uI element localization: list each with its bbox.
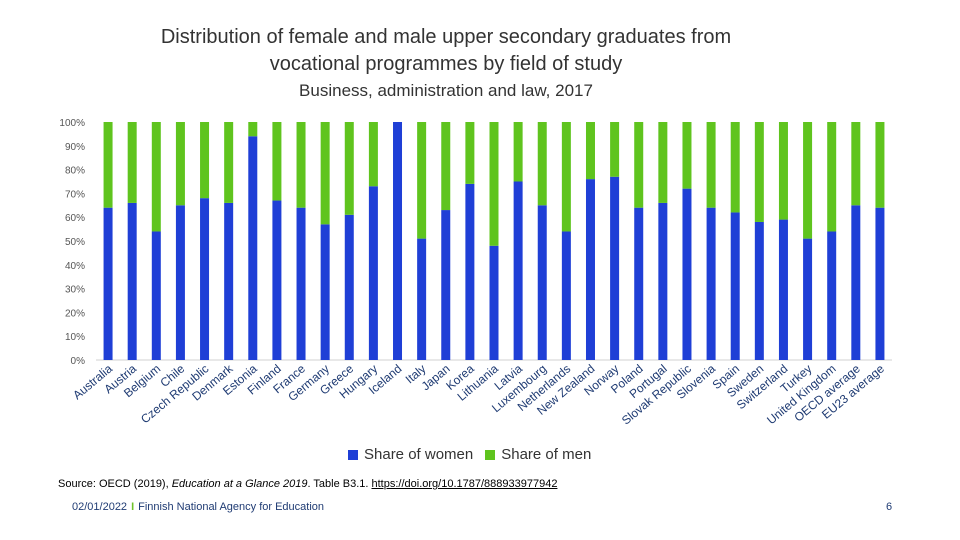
footer: 02/01/2022 I Finnish National Agency for E… bbox=[72, 501, 324, 513]
bar-women-27 bbox=[754, 221, 764, 360]
bar-women-30 bbox=[827, 231, 837, 360]
bar-women-25 bbox=[706, 207, 716, 360]
bar-women-12 bbox=[393, 122, 403, 360]
legend-label-women: Share of women bbox=[364, 446, 474, 463]
bar-men-22 bbox=[634, 122, 644, 208]
bar-men-16 bbox=[489, 122, 499, 246]
bar-men-1 bbox=[127, 122, 137, 203]
source-middle: . Table B3.1. bbox=[307, 478, 372, 490]
bar-men-10 bbox=[344, 122, 354, 215]
bar-women-4 bbox=[200, 198, 210, 360]
bar-men-21 bbox=[610, 122, 620, 177]
bar-men-13 bbox=[417, 122, 427, 239]
bar-women-17 bbox=[513, 181, 523, 360]
bar-women-24 bbox=[682, 188, 692, 360]
legend-item-women: Share of women bbox=[348, 446, 473, 463]
bar-women-31 bbox=[851, 205, 861, 360]
bar-women-7 bbox=[272, 200, 282, 360]
source-link[interactable]: https://doi.org/10.1787/888933977942 bbox=[371, 478, 558, 490]
bar-women-19 bbox=[561, 231, 571, 360]
legend-swatch-women bbox=[348, 449, 358, 460]
bar-women-29 bbox=[803, 238, 813, 360]
chart-title-line1: Distribution of female and male upper se… bbox=[160, 26, 732, 48]
bar-men-5 bbox=[224, 122, 234, 203]
bar-women-9 bbox=[320, 224, 330, 360]
bar-women-14 bbox=[441, 210, 451, 360]
bar-women-28 bbox=[778, 219, 788, 360]
bar-men-28 bbox=[778, 122, 788, 220]
bar-men-0 bbox=[103, 122, 113, 208]
legend: Share of women Share of men bbox=[348, 446, 591, 463]
bar-women-32 bbox=[875, 207, 885, 360]
chart-title-line2: vocational programmes by field of study bbox=[269, 53, 623, 75]
bar-women-11 bbox=[368, 186, 378, 360]
y-tick-label: 50% bbox=[65, 237, 85, 248]
bar-men-30 bbox=[827, 122, 837, 232]
source-note: Source: OECD (2019), Education at a Glan… bbox=[58, 478, 557, 490]
bar-men-23 bbox=[658, 122, 668, 203]
legend-label-men: Share of men bbox=[501, 446, 592, 463]
bar-men-2 bbox=[151, 122, 161, 232]
footer-organization: Finnish National Agency for Education bbox=[138, 501, 325, 513]
legend-swatch-men bbox=[485, 449, 496, 460]
bar-men-6 bbox=[248, 122, 258, 137]
bar-women-2 bbox=[151, 231, 161, 360]
bar-women-10 bbox=[344, 214, 354, 360]
source-publication: Education at a Glance 2019 bbox=[171, 478, 308, 490]
bar-men-19 bbox=[561, 122, 571, 232]
y-tick-label: 40% bbox=[65, 261, 85, 272]
bar-women-1 bbox=[127, 202, 137, 360]
bar-men-3 bbox=[175, 122, 185, 206]
bar-men-24 bbox=[682, 122, 692, 189]
page-number: 6 bbox=[886, 501, 893, 513]
bar-women-23 bbox=[658, 202, 668, 360]
bar-women-5 bbox=[224, 202, 234, 360]
bar-women-22 bbox=[634, 207, 644, 360]
bar-women-16 bbox=[489, 245, 499, 360]
y-tick-label: 0% bbox=[71, 356, 86, 367]
chart-subtitle: Business, administration and law, 2017 bbox=[299, 81, 593, 100]
source-prefix: Source: OECD (2019), bbox=[58, 478, 172, 490]
bar-men-7 bbox=[272, 122, 282, 201]
bar-women-3 bbox=[175, 205, 185, 360]
bar-women-21 bbox=[610, 176, 620, 360]
bar-men-14 bbox=[441, 122, 451, 211]
bar-men-18 bbox=[537, 122, 547, 206]
bar-men-25 bbox=[706, 122, 716, 208]
bar-women-13 bbox=[417, 238, 427, 360]
bar-men-29 bbox=[803, 122, 813, 239]
y-tick-label: 60% bbox=[65, 213, 85, 224]
bar-men-9 bbox=[320, 122, 330, 225]
y-tick-label: 80% bbox=[65, 166, 85, 177]
bar-women-6 bbox=[248, 136, 258, 360]
bar-men-31 bbox=[851, 122, 861, 206]
y-tick-label: 10% bbox=[65, 332, 85, 343]
legend-item-men: Share of men bbox=[485, 446, 591, 463]
footer-date: 02/01/2022 bbox=[72, 501, 128, 513]
footer-separator: I bbox=[131, 501, 135, 513]
bar-women-0 bbox=[103, 207, 113, 360]
y-tick-label: 30% bbox=[65, 285, 85, 296]
bar-women-15 bbox=[465, 183, 475, 360]
bar-women-20 bbox=[585, 179, 595, 360]
y-tick-label: 20% bbox=[65, 308, 85, 319]
bar-men-15 bbox=[465, 122, 475, 184]
y-tick-label: 70% bbox=[65, 189, 85, 200]
bar-men-4 bbox=[200, 122, 210, 199]
y-tick-label: 90% bbox=[65, 142, 85, 153]
bar-men-20 bbox=[585, 122, 595, 180]
bar-women-26 bbox=[730, 212, 740, 360]
y-tick-label: 100% bbox=[59, 118, 85, 129]
bar-men-11 bbox=[368, 122, 378, 187]
bar-women-18 bbox=[537, 205, 547, 360]
bar-men-17 bbox=[513, 122, 523, 182]
bar-women-8 bbox=[296, 207, 306, 360]
bar-men-26 bbox=[730, 122, 740, 213]
bar-men-8 bbox=[296, 122, 306, 208]
bar-men-32 bbox=[875, 122, 885, 208]
bar-men-27 bbox=[754, 122, 764, 222]
